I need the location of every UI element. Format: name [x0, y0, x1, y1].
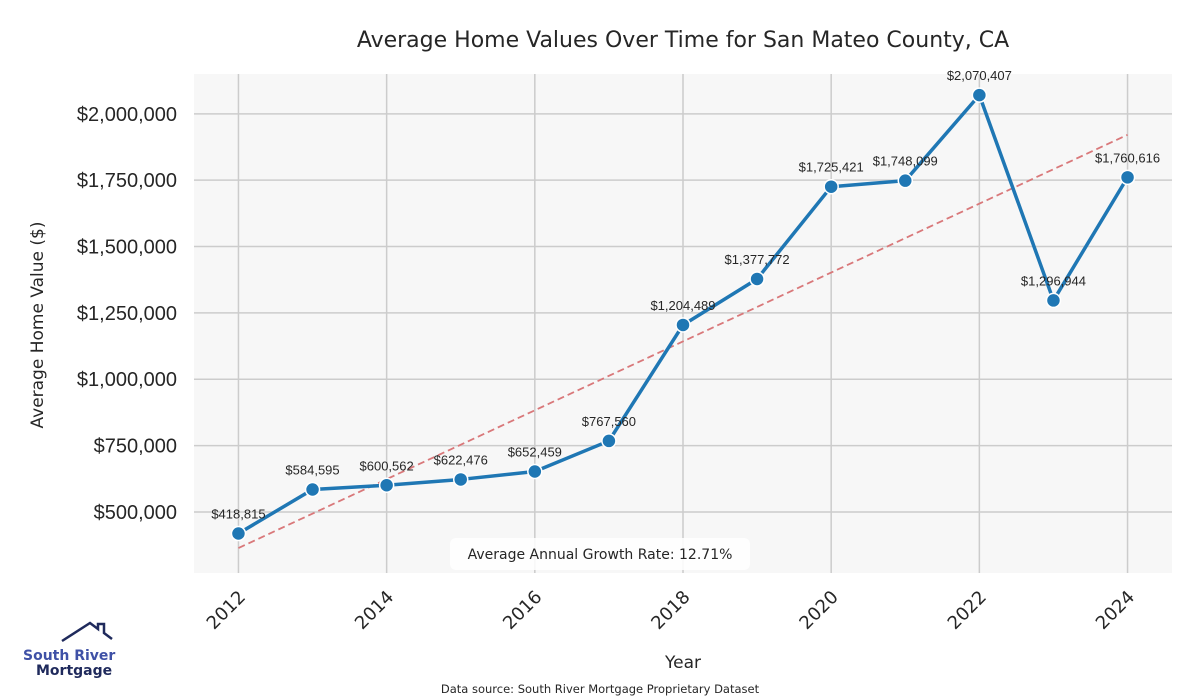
x-axis-ticks: 2012 2014 2016 2018 2020 2022 2024 — [203, 587, 1139, 634]
data-label: $1,377,772 — [725, 252, 790, 267]
data-point — [601, 433, 617, 449]
trend-line — [238, 133, 1128, 549]
data-point — [749, 271, 765, 287]
logo-line1: South River — [23, 648, 115, 664]
chart-title: Average Home Values Over Time for San Ma… — [357, 28, 1009, 53]
data-point — [971, 87, 988, 103]
data-point — [230, 525, 247, 542]
data-label: $767,560 — [582, 414, 636, 429]
x-tick-label: 2012 — [203, 587, 250, 634]
y-tick-label: $1,500,000 — [77, 237, 177, 259]
y-axis-label: Average Home Value ($) — [28, 222, 48, 429]
y-tick-label: $1,000,000 — [77, 369, 177, 391]
data-label: $1,748,099 — [873, 154, 938, 169]
data-label: $1,296,944 — [1021, 273, 1086, 288]
x-axis-label: Year — [664, 653, 701, 673]
annotation-box — [450, 538, 750, 570]
data-label: $622,476 — [434, 452, 488, 467]
data-label: $1,760,616 — [1095, 150, 1160, 165]
x-tick-label: 2016 — [499, 587, 546, 634]
data-label: $1,204,489 — [650, 298, 715, 313]
x-tick-label: 2022 — [944, 587, 991, 634]
y-tick-label: $1,250,000 — [77, 303, 177, 325]
logo-line2: Mortgage — [36, 663, 112, 679]
growth-rate-annotation: Average Annual Growth Rate: 12.71% — [450, 538, 750, 570]
series: $418,815 $584,595 $600,562 $622,476 $652,459… — [211, 68, 1160, 549]
data-label: $652,459 — [508, 444, 562, 459]
data-source: Data source: South River Mortgage Propri… — [441, 682, 760, 696]
y-tick-label: $750,000 — [94, 436, 177, 458]
data-point — [675, 317, 691, 333]
data-label: $418,815 — [211, 507, 265, 522]
y-axis-ticks: $500,000 $750,000 $1,000,000 $1,250,000 $1,5… — [77, 104, 177, 524]
company-logo: South River Mortgage — [23, 621, 115, 679]
data-point — [1119, 169, 1136, 186]
data-point — [1045, 292, 1062, 309]
data-point — [897, 172, 914, 189]
x-tick-label: 2020 — [795, 587, 842, 634]
y-tick-label: $500,000 — [94, 502, 177, 524]
data-point — [304, 481, 321, 498]
data-label: $2,070,407 — [947, 68, 1012, 83]
x-tick-label: 2024 — [1092, 587, 1139, 634]
data-point — [527, 463, 543, 480]
y-tick-label: $2,000,000 — [77, 104, 177, 126]
data-point — [378, 477, 395, 494]
x-tick-label: 2018 — [647, 587, 694, 634]
data-label: $1,725,421 — [799, 160, 864, 175]
data-label: $584,595 — [285, 462, 339, 477]
data-point — [452, 471, 469, 488]
y-tick-label: $1,750,000 — [77, 170, 177, 192]
house-roof-icon — [61, 621, 113, 643]
x-tick-label: 2014 — [351, 587, 398, 634]
data-label: $600,562 — [360, 458, 414, 473]
data-point — [823, 178, 839, 195]
annotation-text: Average Annual Growth Rate: 12.71% — [468, 547, 733, 563]
